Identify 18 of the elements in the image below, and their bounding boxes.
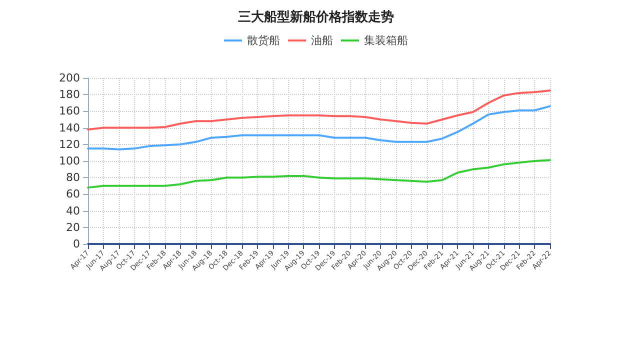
- y-tick-label: 200: [59, 72, 80, 84]
- y-tick-label: 20: [66, 220, 80, 234]
- y-tick-label: 0: [73, 238, 80, 250]
- y-tick-label: 100: [59, 154, 80, 168]
- legend-label: 集装箱船: [364, 34, 408, 47]
- y-tick-label: 120: [59, 138, 80, 151]
- y-tick-label: 160: [59, 104, 80, 118]
- y-tick-label: 80: [66, 171, 80, 184]
- y-tick-label: 180: [59, 88, 80, 102]
- y-tick-label: 60: [66, 188, 80, 201]
- legend-label: 散货船: [247, 34, 280, 47]
- chart-title: 三大船型新船价格指数走势: [238, 9, 394, 25]
- legend-label: 油船: [311, 34, 333, 47]
- line-series: [87, 89, 551, 130]
- y-tick-label: 140: [59, 121, 80, 134]
- line-series: [87, 105, 551, 150]
- line-series: [87, 159, 551, 189]
- y-tick-label: 40: [66, 204, 80, 218]
